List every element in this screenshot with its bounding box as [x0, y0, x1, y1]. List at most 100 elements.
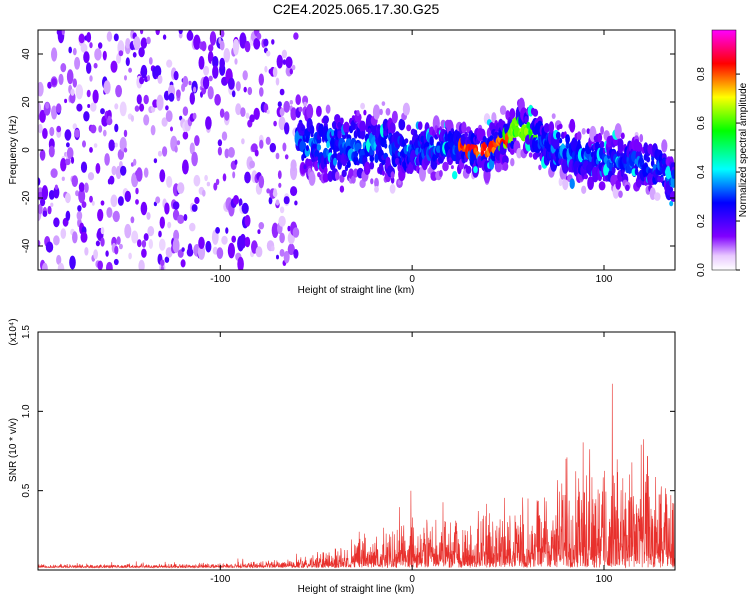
spectrogram-cell: [239, 233, 247, 249]
spectrogram-cell: [111, 165, 117, 176]
spectrogram-cell: [41, 185, 49, 201]
spectrogram-cell: [577, 139, 581, 147]
spectrogram-cell: [406, 124, 412, 132]
spectrogram-cell: [192, 112, 197, 120]
spectrogram-cell: [75, 84, 84, 100]
spectrogram-cell: [136, 94, 142, 105]
y-tick-label: -40: [21, 238, 32, 253]
spectrogram-cell: [162, 146, 168, 157]
spectrogram-cell: [275, 77, 280, 86]
spectrogram-cell: [356, 110, 360, 117]
spectrogram-cell: [351, 175, 356, 184]
spectrogram-cell: [669, 200, 674, 207]
spectrogram-cell: [341, 169, 347, 178]
spectrogram-cell: [282, 59, 287, 65]
spectrogram-cell: [258, 175, 265, 189]
spectrogram-cell: [322, 115, 329, 124]
spectrogram-cell: [193, 86, 197, 93]
spectrogram-cell: [204, 174, 208, 182]
spectrogram-cell: [50, 168, 58, 179]
spectrogram-cell: [104, 153, 110, 166]
spectrogram-cell: [340, 117, 344, 124]
spectrogram-cell: [219, 108, 225, 118]
spectrogram-cell: [391, 110, 398, 124]
spectrogram-cell: [83, 51, 90, 64]
spectrogram-cell: [186, 31, 194, 41]
spectrogram-cell: [38, 239, 41, 247]
spectrogram-cell: [277, 101, 282, 108]
spectrogram-cell: [74, 56, 81, 70]
spectrogram-cell: [92, 89, 99, 104]
colorbar: 0.0 0.2 0.4 0.6 0.8 Normalized spectral ampl…: [696, 29, 749, 277]
spectrogram-cell: [180, 259, 186, 268]
spectrogram-cell: [337, 130, 342, 139]
spectrogram-cell: [390, 176, 395, 184]
spectrogram-cell: [369, 161, 375, 170]
spectrogram-cell: [157, 150, 163, 157]
spectrogram-cell: [74, 129, 80, 138]
spectrogram-cell: [56, 103, 62, 113]
spectrogram-cell: [162, 34, 167, 40]
spectrogram-cell: [289, 100, 293, 105]
spectrogram-cell: [398, 118, 406, 131]
spectrogram-cell: [584, 174, 588, 180]
spectrogram-cell: [53, 217, 60, 228]
spectrogram-cell: [102, 50, 107, 61]
spectrogram-cell: [208, 75, 213, 82]
spectrogram-cell: [173, 70, 179, 81]
spectrogram-cell: [283, 100, 291, 113]
spectrogram-cell: [135, 199, 139, 205]
spectrogram-cell: [189, 222, 196, 232]
snr-y-label: SNR (10 * v/v): [8, 418, 19, 482]
spectrogram-cell: [61, 176, 65, 181]
spectrogram-cell: [193, 34, 201, 50]
spectrogram-cell: [240, 107, 246, 117]
spectrogram-cell: [134, 105, 140, 112]
spectrogram-cell: [165, 110, 173, 122]
spectrogram-cell: [253, 38, 261, 50]
spectrogram-cell: [75, 190, 80, 197]
spectrogram-cell: [146, 212, 151, 220]
spectrogram-cell: [188, 80, 192, 86]
spectrogram-cell: [279, 232, 285, 244]
spectrogram-cell: [494, 161, 503, 173]
spectrogram-cell: [301, 126, 305, 132]
spectrogram-cell: [38, 177, 41, 186]
spectrogram-cell: [176, 89, 181, 98]
spectrogram-cell: [600, 125, 604, 135]
spectrogram-cell: [114, 245, 119, 255]
spectrogram-cell: [283, 250, 290, 264]
spectrogram-cell: [38, 203, 43, 215]
spectrogram-cell: [106, 207, 113, 218]
colorbar-ticks: 0.0 0.2 0.4 0.6 0.8: [696, 67, 740, 277]
spectrogram-cell: [217, 146, 222, 156]
colorbar-tick-label: 0.8: [696, 67, 707, 81]
spectrogram-cell: [279, 107, 285, 117]
spectrogram-cell: [71, 175, 79, 188]
spectrogram-cell: [305, 145, 309, 152]
spectrogram-x-ticks: -100 0 100: [210, 30, 613, 285]
spectrogram-cell: [231, 90, 236, 98]
spectrogram-cell: [219, 40, 225, 51]
spectrogram-cell: [430, 156, 438, 170]
spectrogram-cell: [189, 92, 195, 105]
spectrogram-cell: [53, 186, 60, 199]
spectrogram-cell: [51, 105, 58, 120]
spectrogram-cell: [466, 139, 471, 145]
spectrogram-cell: [133, 36, 141, 51]
spectrogram-cell: [86, 62, 92, 74]
spectrogram-cell: [275, 152, 280, 160]
spectrogram-cell: [586, 128, 591, 135]
spectrogram-cell: [165, 105, 169, 111]
spectrogram-cell: [651, 156, 655, 162]
spectrogram-cell: [38, 81, 44, 97]
spectrogram-cell: [256, 32, 262, 40]
spectrogram-cell: [100, 108, 105, 115]
spectrogram-y-ticks: -40 -20 0 20 40: [21, 48, 675, 253]
spectrogram-cell: [289, 68, 293, 75]
spectrogram-cell: [113, 258, 119, 266]
spectrogram-cell: [57, 262, 65, 270]
spectrogram-cell: [125, 57, 130, 67]
y-tick-label: 1.5: [21, 325, 32, 339]
spectrogram-cell: [353, 168, 359, 178]
